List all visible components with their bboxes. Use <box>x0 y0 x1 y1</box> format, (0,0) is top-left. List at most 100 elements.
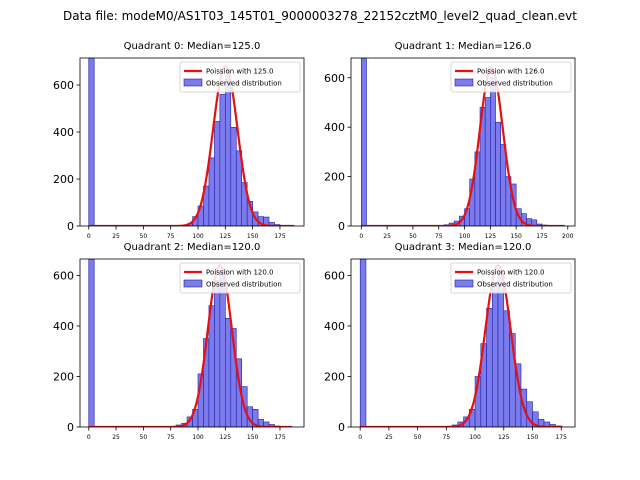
histogram-bar <box>497 272 505 427</box>
x-tick-label: 150 <box>247 434 259 441</box>
spike-bar <box>361 58 367 226</box>
legend-box <box>179 262 301 294</box>
histogram-bar <box>268 222 275 226</box>
histogram-bar <box>503 310 510 427</box>
histogram-bar <box>230 127 237 226</box>
poisson-curve <box>361 66 565 226</box>
plot-area <box>361 58 565 226</box>
legend: Poission with 120.0 Observed distribution <box>179 262 301 294</box>
x-tick-label: 50 <box>140 434 148 441</box>
x-tick-label: 25 <box>385 434 393 441</box>
legend-bar-swatch <box>454 78 474 87</box>
x-tick-label: 75 <box>435 233 443 240</box>
x-tick-label: 75 <box>167 434 175 441</box>
y-tick-label: 400 <box>53 320 74 333</box>
legend-line-label: Poission with 120.0 <box>206 269 274 277</box>
legend-box <box>179 61 301 93</box>
legend-bar-label: Observed distribution <box>206 80 282 88</box>
x-tick-label: 25 <box>112 233 120 240</box>
x-tick-label: 150 <box>527 434 539 441</box>
subplot-quadrant-0: Quadrant 0: Median=125.0 0 25 50 75 100 125 15… <box>53 41 305 240</box>
y-tick-label: 600 <box>324 72 345 85</box>
axes-frame <box>79 258 305 428</box>
spike-bar <box>88 58 95 226</box>
legend-bar-label: Observed distribution <box>477 281 553 289</box>
histogram-bar <box>208 305 215 427</box>
y-tick-label: 200 <box>324 370 345 383</box>
histogram-bar <box>225 75 232 226</box>
x-tick-label: 125 <box>220 434 232 441</box>
poisson-curve <box>88 64 295 226</box>
x-tick-label: 50 <box>140 233 148 240</box>
legend: Poission with 125.0 Observed distribution <box>179 61 301 93</box>
y-tick-label: 0 <box>67 220 74 233</box>
x-tick-label: 50 <box>414 434 422 441</box>
histogram-bar <box>486 307 493 427</box>
legend-bar-label: Observed distribution <box>206 281 282 289</box>
y-tick-label: 200 <box>324 171 345 184</box>
x-tick-label: 25 <box>383 233 391 240</box>
legend-bar-swatch <box>183 78 203 87</box>
y-tick-label: 600 <box>324 269 345 282</box>
histogram-bar <box>219 94 226 226</box>
histogram-bar <box>252 409 259 427</box>
poisson-curve <box>88 264 292 427</box>
x-tick-label: 0 <box>358 434 362 441</box>
histogram-bar <box>490 77 496 226</box>
y-tick-label: 400 <box>324 121 345 134</box>
histogram-bar <box>495 121 501 226</box>
legend: Poission with 126.0 Observed distribution <box>450 61 572 93</box>
legend-line-label: Poission with 120.0 <box>477 269 545 277</box>
histogram-bar <box>484 97 491 226</box>
histogram-bar <box>531 219 538 226</box>
x-tick-label: 175 <box>274 233 286 240</box>
legend-bar-swatch <box>454 279 474 288</box>
legend-box <box>450 262 572 294</box>
y-tick-label: 0 <box>338 220 345 233</box>
subplot-quadrant-1: Quadrant 1: Median=126.0 0 25 50 75 100 125 15… <box>324 41 576 240</box>
plot-area <box>359 259 563 427</box>
legend-line-label: Poission with 125.0 <box>206 68 274 76</box>
chart-title: Quadrant 3: Median=120.0 <box>395 242 532 253</box>
subplot-quadrant-2: Quadrant 2: Median=120.0 0 25 50 75 100 125 15… <box>53 242 305 441</box>
x-tick-label: 175 <box>536 233 548 240</box>
subplot-quadrant-3: Quadrant 3: Median=120.0 0 25 50 75 100 125 15… <box>324 242 576 441</box>
y-tick-label: 0 <box>338 421 345 434</box>
spike-bar <box>88 259 95 427</box>
legend: Poission with 120.0 Observed distribution <box>450 262 572 294</box>
x-tick-label: 175 <box>274 434 286 441</box>
x-tick-label: 25 <box>112 434 120 441</box>
x-tick-label: 75 <box>443 434 451 441</box>
x-tick-label: 125 <box>220 233 232 240</box>
x-tick-label: 0 <box>87 233 91 240</box>
x-tick-label: 150 <box>247 233 259 240</box>
chart-title: Quadrant 2: Median=120.0 <box>124 242 261 253</box>
x-tick-label: 100 <box>192 434 204 441</box>
y-tick-label: 600 <box>53 79 74 92</box>
x-tick-label: 200 <box>562 233 574 240</box>
axes-frame <box>350 57 576 227</box>
x-tick-label: 0 <box>359 233 363 240</box>
x-tick-label: 100 <box>459 233 471 240</box>
legend-box <box>450 61 572 93</box>
histogram-bar <box>500 144 507 226</box>
poisson-curve <box>360 264 563 427</box>
x-tick-label: 100 <box>469 434 481 441</box>
spike-bar <box>359 259 367 427</box>
axes-frame <box>350 258 576 428</box>
legend-bar-label: Observed distribution <box>477 80 553 88</box>
x-tick-label: 0 <box>87 434 91 441</box>
x-tick-label: 175 <box>555 434 567 441</box>
x-tick-label: 75 <box>167 233 175 240</box>
x-tick-label: 100 <box>192 233 204 240</box>
histogram-bar <box>214 280 221 427</box>
y-tick-label: 200 <box>53 370 74 383</box>
histogram-bar <box>225 318 232 427</box>
y-tick-label: 400 <box>324 320 345 333</box>
chart-title: Quadrant 0: Median=125.0 <box>124 41 261 52</box>
y-tick-label: 600 <box>53 269 74 282</box>
y-tick-label: 400 <box>53 126 74 139</box>
x-tick-label: 125 <box>498 434 510 441</box>
histogram-bar <box>219 270 226 427</box>
